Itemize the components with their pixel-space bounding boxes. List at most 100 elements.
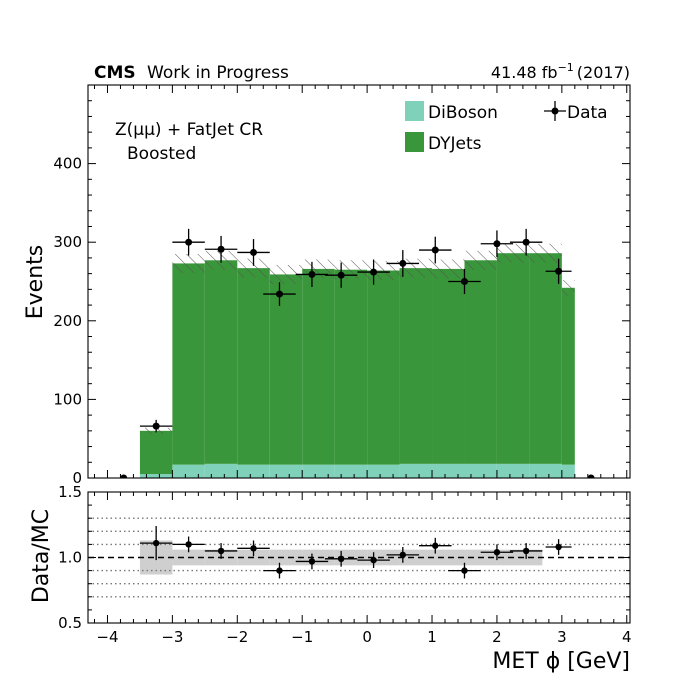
bar-dyjets — [334, 269, 368, 465]
data-marker — [185, 238, 193, 246]
legend: DiBoson DYJets Data — [405, 101, 608, 154]
data-point — [139, 419, 173, 433]
main-axes: 0 100 200 300 400 — [53, 84, 631, 487]
bar-dyjets — [139, 430, 173, 475]
data-point — [509, 228, 543, 256]
bar-dyjets — [561, 287, 575, 465]
experiment-label: CMS — [94, 63, 136, 83]
data-point — [295, 261, 329, 288]
ratio-point — [139, 526, 173, 561]
y-tick-label: 0 — [72, 469, 82, 487]
ratio-point — [509, 543, 543, 559]
bar-dyjets — [269, 274, 303, 465]
x-tick-label: 0 — [362, 628, 372, 646]
x-tick-label: −2 — [226, 628, 248, 646]
mc-uncertainty-hatch — [172, 253, 205, 273]
ratio-y-tick-label: 0.5 — [58, 614, 82, 632]
region-label-line1: Z(μμ) + FatJet CR — [115, 120, 263, 140]
bar-dyjets — [367, 270, 400, 465]
ratio-plot-area — [88, 517, 630, 598]
bar-dyjets — [399, 268, 433, 464]
mc-uncertainty-hatch — [367, 261, 400, 280]
legend-dyjets-swatch — [405, 132, 424, 152]
data-marker — [370, 268, 378, 276]
data-point — [172, 228, 205, 256]
x-tick-label: −1 — [291, 628, 313, 646]
bar-diboson — [529, 463, 562, 478]
y-tick-label: 200 — [53, 312, 82, 330]
ratio-y-tick-label: 1.0 — [58, 549, 82, 567]
ratio-marker — [276, 567, 283, 574]
x-tick-label: 4 — [622, 628, 632, 646]
x-tick-label: 1 — [427, 628, 437, 646]
ratio-point — [263, 562, 296, 579]
ratio-marker — [152, 539, 160, 547]
data-point — [587, 474, 595, 478]
ratio-marker — [461, 567, 468, 574]
bar-diboson — [399, 463, 433, 478]
data-point — [480, 230, 514, 258]
ratio-point — [204, 543, 238, 559]
data-marker — [587, 474, 595, 478]
ratio-point — [545, 539, 572, 555]
bar-diboson — [302, 464, 335, 478]
ratio-axes: 0.5 1.0 1.5 −4 −3 −2 −1 0 1 2 3 4 — [58, 483, 631, 646]
main-y-axis-label: Events — [23, 245, 48, 320]
data-point — [357, 259, 390, 285]
data-marker — [431, 246, 439, 254]
data-marker — [399, 259, 407, 267]
lumi-value: 41.48 fb — [491, 63, 558, 82]
data-point — [386, 250, 420, 277]
data-point — [448, 268, 481, 295]
ratio-point — [419, 537, 452, 554]
ratio-uncertainty-band — [269, 549, 303, 566]
legend-data-marker — [544, 101, 566, 121]
ratio-marker — [493, 549, 501, 556]
data-marker — [250, 248, 258, 256]
ratio-marker — [308, 558, 316, 565]
data-marker — [152, 422, 160, 430]
bar-diboson — [464, 463, 497, 478]
ratio-point — [324, 550, 358, 567]
bar-dyjets — [464, 260, 497, 464]
mc-uncertainty-hatch — [496, 243, 530, 263]
data-marker — [337, 271, 345, 279]
ratio-marker — [399, 551, 407, 559]
bar-diboson — [561, 464, 575, 478]
x-tick-label: 3 — [557, 628, 567, 646]
x-tick-label: −4 — [96, 628, 118, 646]
ratio-point — [237, 540, 270, 557]
ratio-point — [386, 547, 420, 563]
bar-diboson — [172, 464, 205, 478]
bar-dyjets — [529, 253, 562, 464]
ratio-marker — [185, 541, 192, 548]
ratio-point — [295, 553, 329, 570]
bar-diboson — [496, 463, 530, 478]
bar-dyjets — [172, 263, 205, 465]
data-marker — [493, 240, 501, 248]
bar-dyjets — [432, 268, 465, 464]
ratio-point — [448, 562, 481, 579]
legend-diboson-label: DiBoson — [428, 103, 498, 123]
bar-diboson — [269, 464, 303, 478]
ratio-marker — [555, 543, 562, 551]
data-marker — [522, 238, 530, 246]
mc-uncertainty-hatch — [529, 243, 562, 263]
data-marker — [308, 270, 316, 278]
data-point — [204, 235, 238, 263]
mc-uncertainty-hatch — [237, 258, 270, 278]
mc-uncertainty-hatch — [269, 264, 303, 284]
bar-dyjets — [204, 260, 238, 464]
ratio-y-tick-label: 1.5 — [58, 483, 82, 501]
mc-uncertainty-hatch — [432, 259, 465, 279]
data-point — [324, 262, 358, 288]
lumi-label: 41.48 fb−1 (2017) — [491, 61, 630, 82]
data-marker — [555, 267, 563, 275]
y-tick-label: 400 — [53, 155, 82, 173]
y-tick-label: 100 — [53, 390, 82, 408]
legend-dyjets-label: DYJets — [428, 134, 482, 154]
ratio-point — [357, 552, 390, 568]
mc-uncertainty-hatch — [561, 279, 575, 296]
bar-dyjets — [237, 268, 270, 465]
